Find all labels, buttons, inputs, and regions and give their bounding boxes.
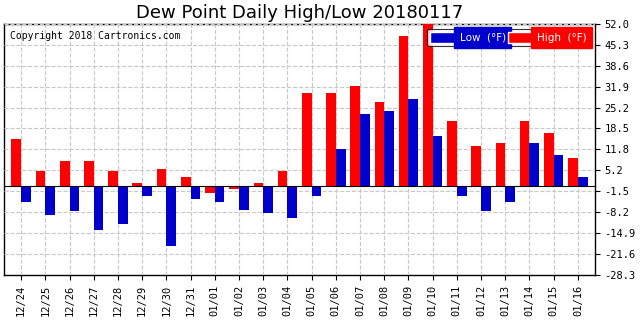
Title: Dew Point Daily High/Low 20180117: Dew Point Daily High/Low 20180117 bbox=[136, 4, 463, 22]
Bar bbox=[529, 143, 539, 186]
Bar bbox=[60, 161, 70, 186]
Bar bbox=[447, 121, 457, 186]
Bar bbox=[350, 86, 360, 186]
Bar bbox=[520, 121, 529, 186]
Bar bbox=[215, 186, 225, 202]
Bar bbox=[336, 149, 346, 186]
Text: Copyright 2018 Cartronics.com: Copyright 2018 Cartronics.com bbox=[10, 31, 180, 41]
Bar bbox=[495, 143, 506, 186]
Bar bbox=[278, 171, 287, 186]
Bar bbox=[302, 92, 312, 186]
Bar bbox=[21, 186, 31, 202]
Bar bbox=[142, 186, 152, 196]
Bar bbox=[481, 186, 491, 212]
Bar bbox=[472, 146, 481, 186]
Bar bbox=[157, 169, 166, 186]
Bar bbox=[554, 155, 563, 186]
Bar bbox=[108, 171, 118, 186]
Bar bbox=[253, 183, 263, 186]
Bar bbox=[132, 183, 142, 186]
Bar bbox=[506, 186, 515, 202]
Bar bbox=[12, 140, 21, 186]
Bar bbox=[326, 92, 336, 186]
Bar bbox=[229, 186, 239, 189]
Bar bbox=[263, 186, 273, 213]
Legend: Low  (°F), High  (°F): Low (°F), High (°F) bbox=[428, 29, 589, 46]
Bar bbox=[118, 186, 127, 224]
Bar bbox=[181, 177, 191, 186]
Bar bbox=[36, 171, 45, 186]
Bar bbox=[374, 102, 384, 186]
Bar bbox=[70, 186, 79, 212]
Bar bbox=[423, 20, 433, 186]
Bar bbox=[408, 99, 418, 186]
Bar bbox=[93, 186, 104, 230]
Bar bbox=[239, 186, 249, 210]
Bar bbox=[287, 186, 297, 218]
Bar bbox=[578, 177, 588, 186]
Bar bbox=[191, 186, 200, 199]
Bar bbox=[84, 161, 93, 186]
Bar bbox=[384, 111, 394, 186]
Bar bbox=[166, 186, 176, 246]
Bar bbox=[360, 115, 370, 186]
Bar bbox=[45, 186, 55, 214]
Bar bbox=[544, 133, 554, 186]
Bar bbox=[205, 186, 215, 193]
Bar bbox=[312, 186, 321, 196]
Bar bbox=[433, 136, 442, 186]
Bar bbox=[568, 158, 578, 186]
Bar bbox=[457, 186, 467, 196]
Bar bbox=[399, 36, 408, 186]
